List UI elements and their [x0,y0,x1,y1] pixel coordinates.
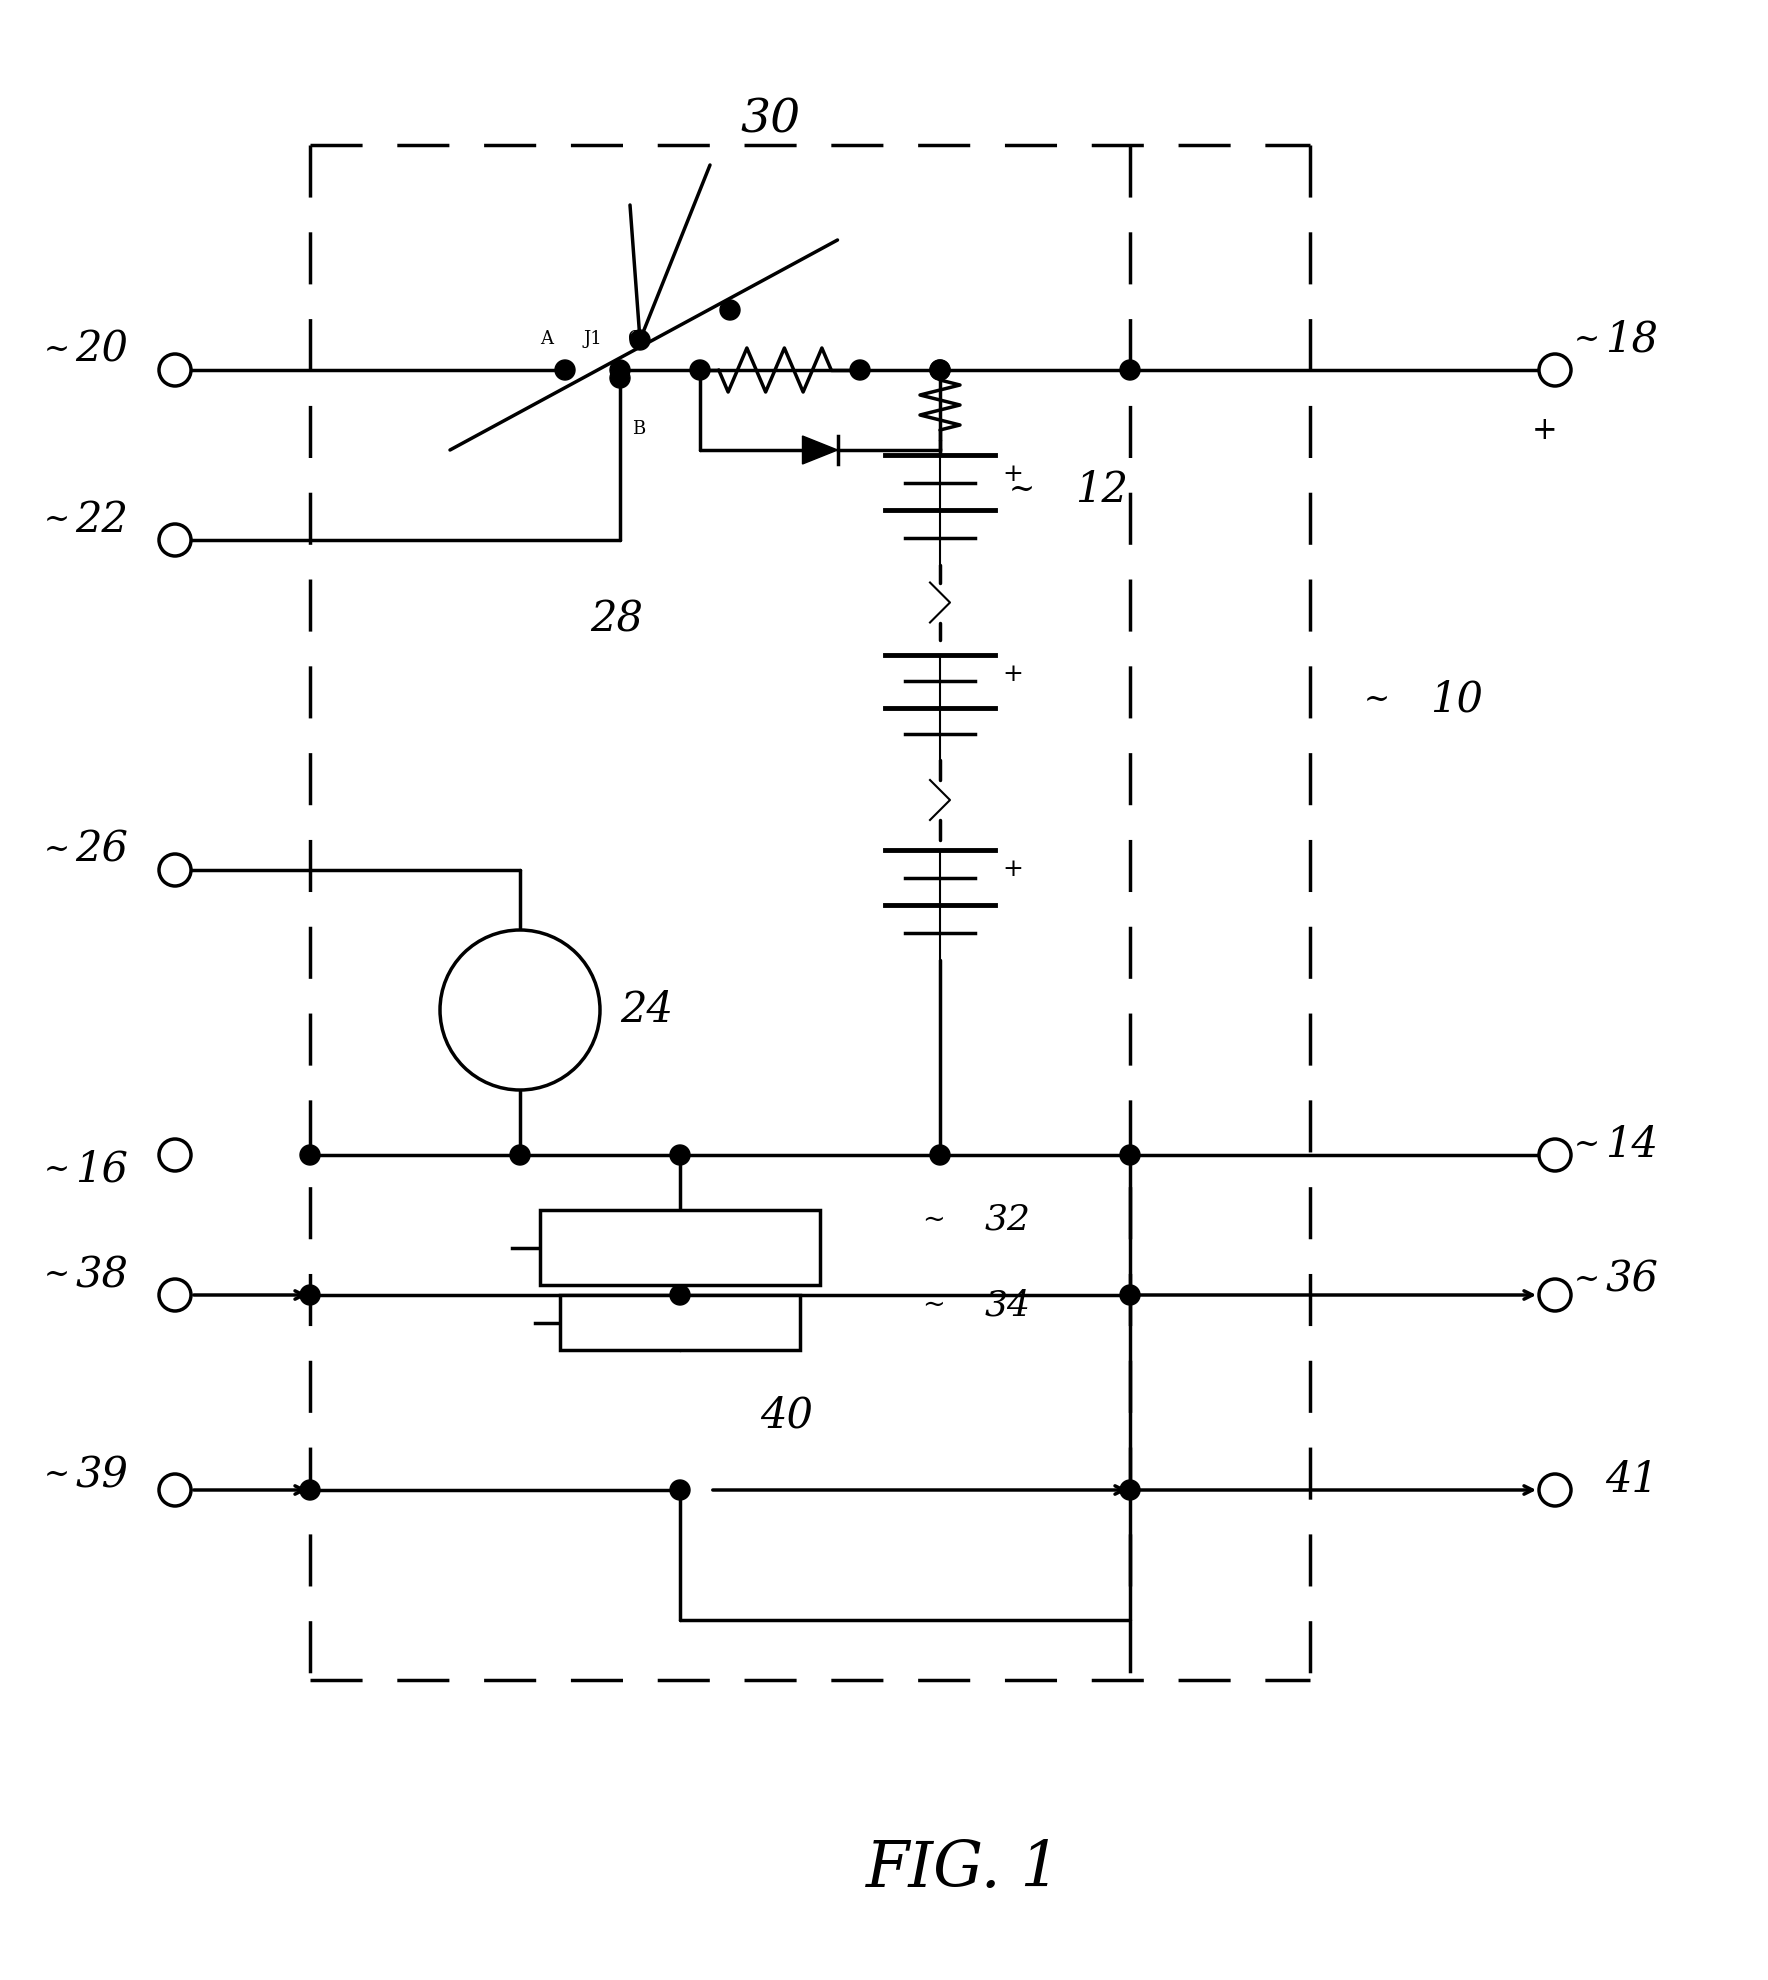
Text: 26: 26 [74,830,127,871]
Text: 24: 24 [621,988,674,1032]
Text: ~: ~ [44,505,71,535]
Circle shape [301,1144,320,1164]
Circle shape [440,931,599,1091]
Text: 22: 22 [74,499,127,541]
Text: 14: 14 [1605,1125,1658,1166]
Text: 16: 16 [74,1148,127,1192]
Text: 10: 10 [1430,679,1483,721]
Circle shape [930,1144,949,1164]
Text: J1: J1 [583,331,601,348]
Circle shape [850,360,870,380]
Text: ~: ~ [44,834,71,865]
Text: ~: ~ [44,1154,71,1186]
Text: ~: ~ [923,1291,946,1319]
Text: B: B [631,420,645,438]
Text: +: + [1533,416,1558,446]
Text: FIG. 1: FIG. 1 [866,1839,1061,1901]
Bar [539,1210,820,1285]
Polygon shape [803,436,838,463]
Text: +: + [1002,663,1024,685]
Text: ~: ~ [1010,475,1034,505]
Circle shape [301,1285,320,1305]
Circle shape [159,1473,191,1507]
Circle shape [629,331,651,350]
Text: 28: 28 [591,600,644,642]
Text: 32: 32 [985,1204,1031,1238]
Text: 40: 40 [760,1394,813,1435]
Circle shape [930,360,949,380]
Circle shape [1538,1279,1572,1311]
Text: ~: ~ [1363,685,1390,715]
Circle shape [1119,1285,1140,1305]
Text: ~: ~ [1574,325,1600,356]
Circle shape [1119,1144,1140,1164]
Text: ~: ~ [1574,1129,1600,1160]
Circle shape [610,360,629,380]
Text: ~: ~ [1574,1265,1600,1295]
Text: +: + [1002,857,1024,881]
Text: 36: 36 [1605,1259,1658,1301]
Circle shape [670,1479,690,1501]
Circle shape [1538,1473,1572,1507]
Text: ~: ~ [923,1206,946,1234]
Circle shape [509,1144,530,1164]
Circle shape [670,1285,690,1305]
Text: ~: ~ [553,994,580,1026]
Text: 41: 41 [1605,1459,1658,1501]
Circle shape [930,360,949,380]
Text: 39: 39 [74,1453,127,1497]
Circle shape [301,1479,320,1501]
Circle shape [690,360,711,380]
Circle shape [670,1144,690,1164]
Circle shape [610,368,629,388]
Text: A: A [541,331,553,348]
Circle shape [159,853,191,885]
Text: 20: 20 [74,329,127,370]
Circle shape [720,301,741,321]
Text: C: C [628,331,642,348]
Circle shape [159,354,191,386]
Circle shape [555,360,575,380]
Text: +: + [1002,463,1024,485]
Circle shape [1538,354,1572,386]
Text: ~: ~ [44,335,71,366]
Circle shape [159,525,191,556]
Text: 30: 30 [741,97,801,143]
Circle shape [1538,1138,1572,1170]
Text: 18: 18 [1605,319,1658,360]
Text: 38: 38 [74,1253,127,1297]
Circle shape [159,1279,191,1311]
Text: ~: ~ [44,1459,71,1491]
Text: ~: ~ [44,1259,71,1291]
Circle shape [159,1138,191,1170]
Text: 34: 34 [985,1289,1031,1323]
Text: 12: 12 [1075,469,1128,511]
Circle shape [1119,1479,1140,1501]
Circle shape [1119,360,1140,380]
Bar [560,1295,799,1350]
